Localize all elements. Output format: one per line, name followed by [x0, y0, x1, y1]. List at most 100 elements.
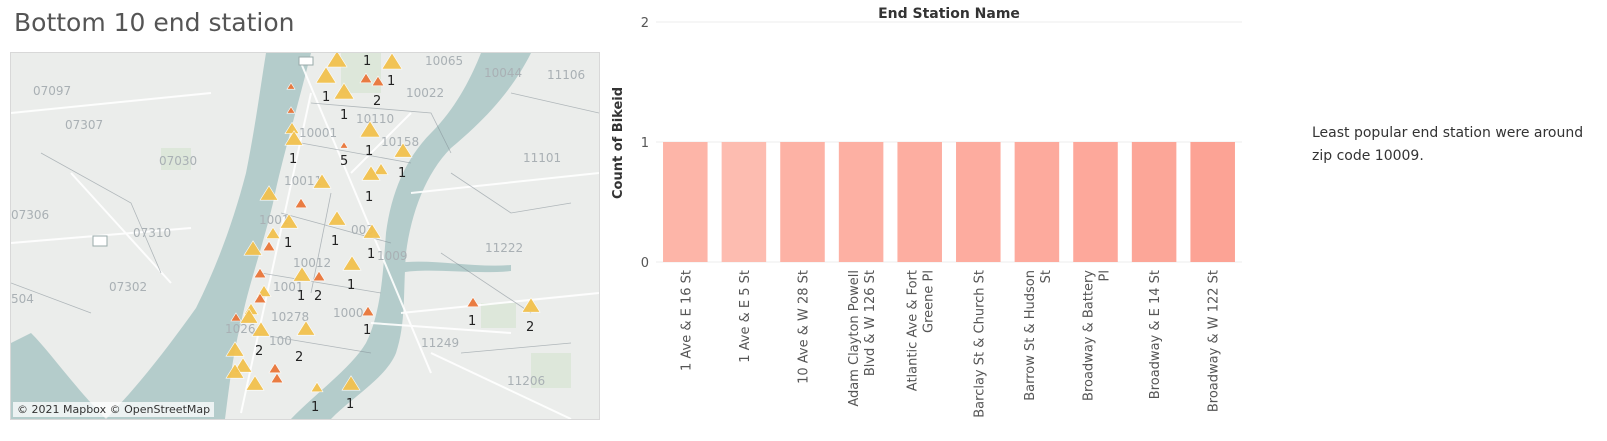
station-marker[interactable]	[521, 297, 541, 313]
zip-label: 10158	[381, 135, 419, 149]
station-marker[interactable]	[341, 375, 361, 391]
x-tick-label: Broadway & E 14 St	[1148, 270, 1163, 399]
station-marker[interactable]	[361, 165, 381, 181]
y-tick-label: 0	[641, 256, 649, 271]
zip-label: 11206	[507, 374, 545, 388]
station-marker[interactable]	[259, 185, 279, 201]
count-label: 1	[363, 54, 371, 69]
station-marker[interactable]	[253, 267, 267, 279]
station-marker[interactable]	[292, 266, 312, 282]
zip-label: 11222	[485, 241, 523, 255]
bar-chart[interactable]: End Station Name Count of Bikeid 0 1 2 1 A…	[600, 0, 1300, 441]
station-marker[interactable]	[286, 106, 296, 114]
count-label: 1	[468, 314, 476, 329]
zip-label: 10278	[271, 310, 309, 324]
bar[interactable]	[838, 142, 884, 262]
map-canvas[interactable]: 10065 10044 11106 07097 10022 07307 1000…	[11, 53, 599, 419]
station-marker[interactable]	[333, 82, 355, 100]
bar[interactable]	[780, 142, 825, 262]
zip-label: 10110	[356, 112, 394, 126]
bar[interactable]	[663, 142, 708, 262]
station-marker[interactable]	[361, 305, 375, 317]
station-marker[interactable]	[294, 197, 308, 209]
station-marker[interactable]	[245, 375, 265, 391]
zip-label: 07307	[65, 118, 103, 132]
count-label: 2	[373, 94, 381, 109]
count-label: 1	[365, 190, 373, 205]
bar[interactable]	[1014, 142, 1060, 262]
station-marker[interactable]	[233, 357, 253, 373]
zip-code-map[interactable]: 10065 10044 11106 07097 10022 07307 1000…	[10, 52, 600, 420]
station-marker[interactable]	[286, 82, 296, 90]
station-marker[interactable]	[225, 341, 245, 357]
zip-label: 504	[11, 292, 34, 306]
zip-label: 1000	[333, 306, 364, 320]
zip-label: 1001	[273, 280, 304, 294]
zip-label: 10001	[299, 126, 337, 140]
station-markers[interactable]	[225, 53, 541, 393]
station-marker[interactable]	[381, 53, 403, 70]
x-tick-label: Broadway & BatteryPl	[1082, 270, 1113, 401]
station-marker[interactable]	[466, 296, 480, 308]
bar[interactable]	[1131, 142, 1177, 262]
station-marker[interactable]	[371, 75, 385, 87]
bar[interactable]	[956, 142, 1001, 262]
station-marker[interactable]	[359, 120, 381, 138]
page-title: Bottom 10 end station	[14, 8, 295, 37]
bar[interactable]	[1073, 142, 1118, 262]
station-marker[interactable]	[362, 223, 382, 239]
bars[interactable]	[663, 142, 1235, 262]
station-marker[interactable]	[393, 142, 413, 158]
map-attribution: © 2021 Mapbox © OpenStreetMap	[13, 402, 215, 417]
count-label: 1	[311, 400, 319, 415]
count-label: 1	[347, 278, 355, 293]
bar[interactable]	[897, 142, 942, 262]
bar[interactable]	[721, 142, 767, 262]
station-marker[interactable]	[310, 381, 324, 393]
zip-label: 10044	[484, 66, 522, 80]
station-marker[interactable]	[225, 363, 245, 379]
station-marker[interactable]	[262, 240, 276, 252]
station-marker[interactable]	[243, 240, 263, 256]
station-marker[interactable]	[327, 210, 347, 226]
y-axis-label: Count of Bikeid	[611, 87, 626, 199]
x-tick-label: Barclay St & Church St	[972, 270, 987, 418]
x-tick-label: 1 Ave & E 5 St	[738, 270, 753, 363]
station-marker[interactable]	[342, 255, 362, 271]
count-label: 1	[322, 90, 330, 105]
count-label: 1	[284, 236, 292, 251]
count-label: 1	[340, 108, 348, 123]
highway-shield-icon	[92, 235, 108, 247]
station-marker[interactable]	[270, 372, 284, 384]
count-label: 1	[297, 289, 305, 304]
count-label: 1	[365, 144, 373, 159]
zip-label: 11101	[523, 151, 561, 165]
station-marker[interactable]	[326, 53, 348, 68]
x-tick-label: 10 Ave & W 28 St	[797, 270, 812, 384]
station-marker[interactable]	[315, 66, 337, 84]
station-marker[interactable]	[279, 213, 299, 229]
station-marker[interactable]	[265, 226, 281, 239]
zip-label: 07302	[109, 280, 147, 294]
station-marker[interactable]	[312, 173, 332, 189]
station-marker[interactable]	[253, 292, 267, 304]
station-marker[interactable]	[268, 362, 282, 374]
count-label: 1	[289, 152, 297, 167]
y-tick-label: 1	[641, 136, 649, 151]
y-tick-label: 2	[641, 16, 649, 31]
station-marker[interactable]	[296, 320, 316, 336]
x-axis-labels: 1 Ave & E 16 St 1 Ave & E 5 St 10 Ave & W …	[679, 270, 1221, 418]
station-marker[interactable]	[239, 308, 259, 324]
station-marker[interactable]	[359, 72, 373, 84]
bar[interactable]	[1190, 142, 1235, 262]
station-marker[interactable]	[251, 321, 271, 337]
x-tick-label: 1 Ave & E 16 St	[679, 270, 694, 371]
x-tick-label: Broadway & W 122 St	[1207, 270, 1222, 412]
station-marker[interactable]	[284, 130, 304, 146]
insight-note: Least popular end station were around zi…	[1312, 125, 1584, 164]
station-marker[interactable]	[312, 270, 326, 282]
station-marker[interactable]	[373, 162, 389, 175]
station-marker[interactable]	[339, 141, 349, 149]
station-marker[interactable]	[230, 312, 242, 322]
zip-label: 07030	[159, 154, 197, 168]
